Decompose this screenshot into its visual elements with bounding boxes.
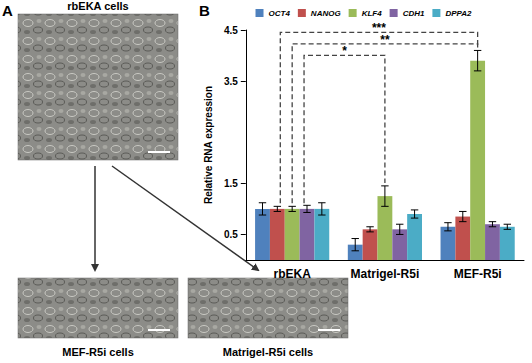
svg-text:rbEKA: rbEKA: [273, 267, 311, 281]
svg-text:OCT4: OCT4: [269, 9, 291, 18]
svg-text:0.5: 0.5: [224, 229, 238, 240]
svg-text:Relative RNA expression: Relative RNA expression: [203, 86, 214, 204]
svg-text:rbEKA cells: rbEKA cells: [67, 0, 128, 12]
svg-text:4.5: 4.5: [224, 25, 238, 36]
svg-text:*: *: [342, 44, 347, 58]
svg-text:B: B: [199, 2, 210, 19]
svg-text:NANOG: NANOG: [311, 9, 341, 18]
svg-text:**: **: [380, 33, 390, 47]
svg-text:Matrigel-R5i: Matrigel-R5i: [351, 267, 420, 281]
svg-text:CDH1: CDH1: [403, 9, 425, 18]
svg-text:Matrigel-R5i cells: Matrigel-R5i cells: [223, 346, 313, 358]
svg-text:KLF4: KLF4: [362, 9, 383, 18]
svg-text:MEF-R5i: MEF-R5i: [454, 267, 502, 281]
svg-text:3.5: 3.5: [224, 76, 238, 87]
svg-text:A: A: [2, 2, 13, 19]
svg-text:DPPA2: DPPA2: [445, 9, 472, 18]
svg-text:1.5: 1.5: [224, 178, 238, 189]
svg-text:MEF-R5i cells: MEF-R5i cells: [62, 346, 134, 358]
